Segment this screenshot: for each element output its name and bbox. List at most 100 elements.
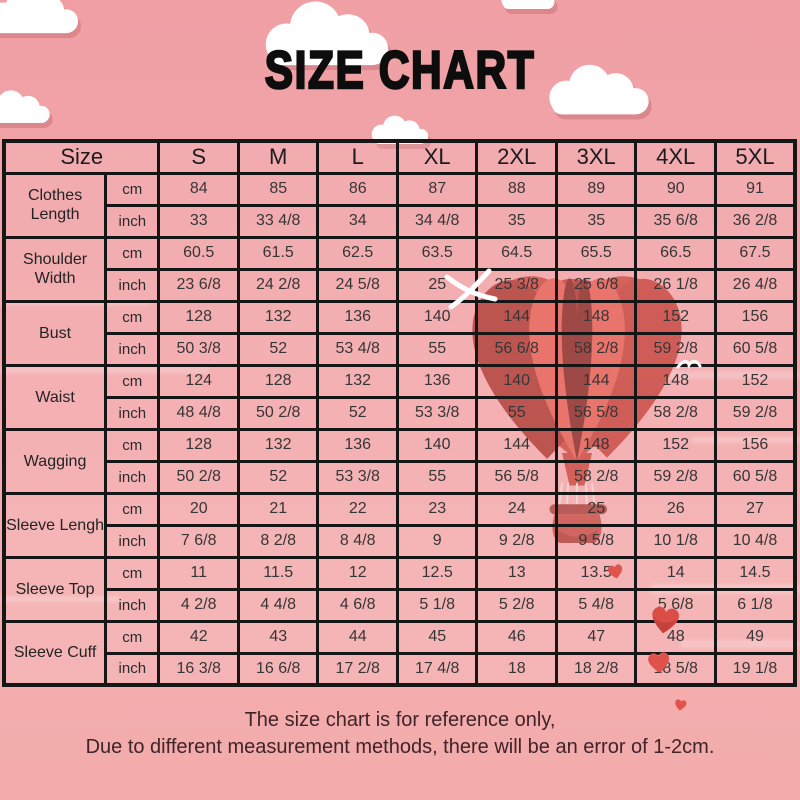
table-row: Sleeve Top cm 11 11.5 12 12.5 13 13.5 14 14.5	[2, 555, 797, 623]
unit-label: cm	[104, 235, 161, 271]
measurement-value: 148	[634, 363, 717, 399]
table-row: inch 33 33 4/8 34 34 4/8 35 35 35 6/8 36 2/8	[4, 203, 797, 239]
measurement-value: 144	[554, 363, 638, 399]
measurement-value: 55	[395, 459, 479, 495]
measurement-value: 14	[634, 555, 717, 591]
measurement-value: 56 5/8	[554, 395, 638, 431]
measurement-value: 60 5/8	[713, 459, 797, 495]
measurement-value: 156	[713, 427, 797, 463]
measurement-value: 36 2/8	[713, 203, 797, 239]
measurement-label: Bust	[2, 299, 107, 367]
heart-icon	[644, 649, 674, 677]
measurement-value: 62.5	[316, 235, 399, 271]
measurement-value: 24 2/8	[236, 267, 320, 303]
measurement-value: 18	[475, 651, 558, 687]
measurement-value: 27	[713, 491, 797, 527]
unit-label: inch	[104, 651, 161, 687]
measurement-value: 35	[554, 203, 638, 239]
measurement-value: 156	[713, 299, 797, 335]
measurement-value: 53 3/8	[316, 459, 399, 495]
measurement-value: 148	[554, 299, 638, 335]
measurement-value: 53 4/8	[316, 331, 399, 367]
measurement-value: 10 4/8	[713, 523, 797, 559]
measurement-value: 34 4/8	[395, 203, 479, 239]
measurement-value: 55	[475, 395, 558, 431]
measurement-value: 46	[475, 619, 558, 655]
unit-label: cm	[104, 491, 161, 527]
table-row: Sleeve Lengh cm 20 21 22 23 24 25 26 27	[2, 491, 797, 559]
unit-label: cm	[104, 363, 161, 399]
measurement-value: 60 5/8	[713, 331, 797, 367]
measurement-value: 21	[236, 491, 320, 527]
table-row: inch 4 2/8 4 4/8 4 6/8 5 1/8 5 2/8 5 4/8 5 6/8 6…	[4, 587, 797, 623]
size-column-header: M	[236, 139, 320, 175]
measurement-value: 58 2/8	[634, 395, 717, 431]
measurement-value: 33	[157, 203, 240, 239]
measurement-value: 140	[395, 299, 479, 335]
table-corner-header: Size	[2, 139, 161, 175]
heart-icon	[645, 602, 685, 639]
table-row: Sleeve Cuff cm 42 43 44 45 46 47 48 49	[2, 619, 797, 687]
cloud-icon	[256, 0, 398, 72]
measurement-value: 48 4/8	[157, 395, 240, 431]
unit-label: inch	[104, 395, 161, 431]
measurement-label: Sleeve Lengh	[2, 491, 107, 559]
measurement-value: 19 1/8	[713, 651, 797, 687]
measurement-value: 91	[713, 171, 797, 207]
reference-note-line2: Due to different measurement methods, th…	[85, 736, 715, 758]
measurement-value: 152	[713, 363, 797, 399]
measurement-value: 61.5	[236, 235, 320, 271]
table-row: inch 48 4/8 50 2/8 52 53 3/8 55 56 5/8 58 2/8 59…	[4, 395, 797, 431]
measurement-value: 4 6/8	[316, 587, 399, 623]
measurement-value: 5 1/8	[395, 587, 479, 623]
measurement-label: Wagging	[2, 427, 107, 495]
table-row: Waist cm 124 128 132 136 140 144 148 152	[2, 363, 797, 431]
measurement-value: 55	[395, 331, 479, 367]
measurement-value: 67.5	[713, 235, 797, 271]
measurement-value: 53 3/8	[395, 395, 479, 431]
measurement-value: 52	[236, 459, 320, 495]
measurement-value: 136	[316, 427, 399, 463]
measurement-value: 128	[157, 299, 240, 335]
measurement-value: 64.5	[475, 235, 558, 271]
measurement-value: 7 6/8	[157, 523, 240, 559]
table-row: inch 50 3/8 52 53 4/8 55 56 6/8 58 2/8 59 2/8 60…	[4, 331, 797, 367]
measurement-value: 152	[634, 299, 717, 335]
measurement-value: 140	[395, 427, 479, 463]
size-column-header: S	[157, 139, 240, 175]
reference-note: The size chart is for reference only, Du…	[0, 707, 800, 761]
measurement-value: 59 2/8	[634, 331, 717, 367]
size-column-header: 4XL	[634, 139, 717, 175]
measurement-value: 33 4/8	[236, 203, 320, 239]
measurement-value: 90	[634, 171, 717, 207]
measurement-value: 4 2/8	[157, 587, 240, 623]
measurement-value: 132	[316, 363, 399, 399]
measurement-value: 24	[475, 491, 558, 527]
measurement-value: 50 2/8	[236, 395, 320, 431]
measurement-value: 60.5	[157, 235, 240, 271]
measurement-value: 148	[554, 427, 638, 463]
measurement-value: 42	[157, 619, 240, 655]
table-row: Clothes Length cm 84 85 86 87 88 89 90 91	[2, 171, 797, 239]
measurement-value: 65.5	[554, 235, 638, 271]
unit-label: cm	[104, 171, 161, 207]
measurement-value: 128	[236, 363, 320, 399]
unit-label: cm	[104, 427, 161, 463]
table-row: inch 16 3/8 16 6/8 17 2/8 17 4/8 18 18 2/8 18 5…	[4, 651, 797, 687]
unit-label: inch	[104, 459, 161, 495]
measurement-value: 89	[554, 171, 638, 207]
table-row: inch 7 6/8 8 2/8 8 4/8 9 9 2/8 9 5/8 10 1/8 10 4…	[4, 523, 797, 559]
measurement-value: 66.5	[634, 235, 717, 271]
measurement-value: 9 5/8	[554, 523, 638, 559]
cloud-icon	[0, 0, 84, 42]
unit-label: cm	[104, 299, 161, 335]
measurement-value: 26	[634, 491, 717, 527]
measurement-value: 12	[316, 555, 399, 591]
table-row: Wagging cm 128 132 136 140 144 148 152 156	[2, 427, 797, 495]
measurement-value: 5 4/8	[554, 587, 638, 623]
unit-label: inch	[104, 523, 161, 559]
measurement-value: 17 4/8	[395, 651, 479, 687]
measurement-value: 124	[157, 363, 240, 399]
cloud-icon	[498, 0, 558, 12]
